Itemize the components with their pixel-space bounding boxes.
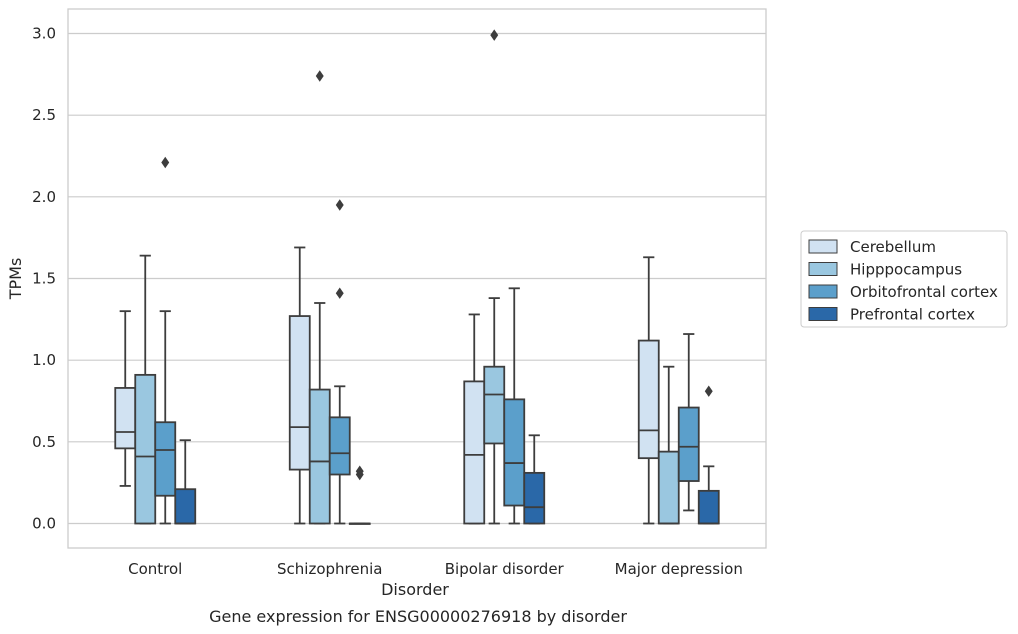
box-orbitofrontal-cortex — [328, 199, 351, 525]
iqr-box — [154, 421, 177, 497]
y-tick-label: 1.5 — [32, 270, 56, 288]
box-prefrontal-cortex — [174, 439, 197, 525]
legend-label: Orbitofrontal cortex — [850, 283, 998, 301]
iqr-box — [637, 339, 660, 460]
y-tick-label: 3.0 — [32, 25, 56, 43]
legend-label: Hipppocampus — [850, 261, 962, 279]
iqr-box — [657, 450, 680, 525]
outlier-point — [355, 465, 364, 477]
x-tick-label: Control — [128, 560, 182, 578]
outlier-point — [704, 385, 713, 397]
legend-swatch — [808, 284, 838, 299]
iqr-box — [174, 488, 197, 525]
plot-frame — [67, 8, 767, 549]
legend-swatch — [808, 239, 838, 254]
y-axis-label: TPMs — [6, 258, 25, 301]
y-tick-label: 2.5 — [32, 106, 56, 124]
iqr-box — [697, 489, 720, 525]
iqr-box — [288, 315, 311, 471]
box-hipppocampus — [134, 254, 157, 525]
box-orbitofrontal-cortex — [677, 333, 700, 512]
box-hipppocampus — [483, 29, 506, 525]
outlier-point — [490, 29, 499, 41]
outlier-point — [335, 287, 344, 299]
legend-swatch — [808, 262, 838, 276]
iqr-box — [523, 471, 546, 525]
grid-lines — [68, 32, 766, 525]
y-tick-label: 0.0 — [32, 515, 56, 533]
box-hipppocampus — [308, 70, 331, 525]
box-hipppocampus — [657, 365, 680, 525]
iqr-box — [328, 416, 351, 476]
box-prefrontal-cortex — [697, 385, 720, 525]
box-cerebellum — [288, 246, 311, 525]
iqr-box — [308, 388, 331, 525]
iqr-box — [483, 365, 506, 445]
box-cerebellum — [463, 313, 486, 525]
box-prefrontal-cortex — [348, 465, 371, 525]
y-tick-label: 1.0 — [32, 351, 56, 369]
iqr-box — [463, 380, 486, 525]
y-tick-label: 2.0 — [32, 188, 56, 206]
box-orbitofrontal-cortex — [503, 287, 526, 525]
x-tick-label: Schizophrenia — [277, 560, 382, 578]
iqr-box — [503, 398, 526, 507]
legend-swatch — [808, 307, 838, 321]
iqr-box — [677, 406, 700, 482]
box-prefrontal-cortex — [523, 434, 546, 525]
x-tick-label: Bipolar disorder — [445, 560, 565, 578]
box-groups — [114, 29, 720, 525]
outlier-point — [315, 70, 324, 82]
outlier-point — [161, 156, 170, 169]
legend-label: Prefrontal cortex — [850, 306, 975, 324]
y-tick-label: 0.5 — [32, 433, 56, 451]
box-orbitofrontal-cortex — [154, 156, 177, 525]
y-tick-labels: 0.0 0.5 1.0 1.5 2.0 2.5 3.0 — [32, 25, 56, 533]
x-tick-labels: Control Schizophrenia Bipolar disorder Majo… — [128, 560, 743, 578]
x-axis-label: Disorder — [381, 580, 449, 599]
chart-caption: Gene expression for ENSG00000276918 by d… — [209, 607, 627, 626]
box-cerebellum — [637, 256, 660, 525]
iqr-box — [114, 387, 137, 450]
outlier-point — [335, 199, 344, 211]
x-tick-label: Major depression — [615, 560, 743, 578]
box-cerebellum — [114, 310, 137, 487]
iqr-box — [134, 373, 157, 525]
legend-label: Cerebellum — [850, 238, 936, 256]
legend: Cerebellum Hipppocampus Orbitofrontal cort… — [800, 230, 1008, 328]
legend-frame — [800, 230, 1008, 328]
